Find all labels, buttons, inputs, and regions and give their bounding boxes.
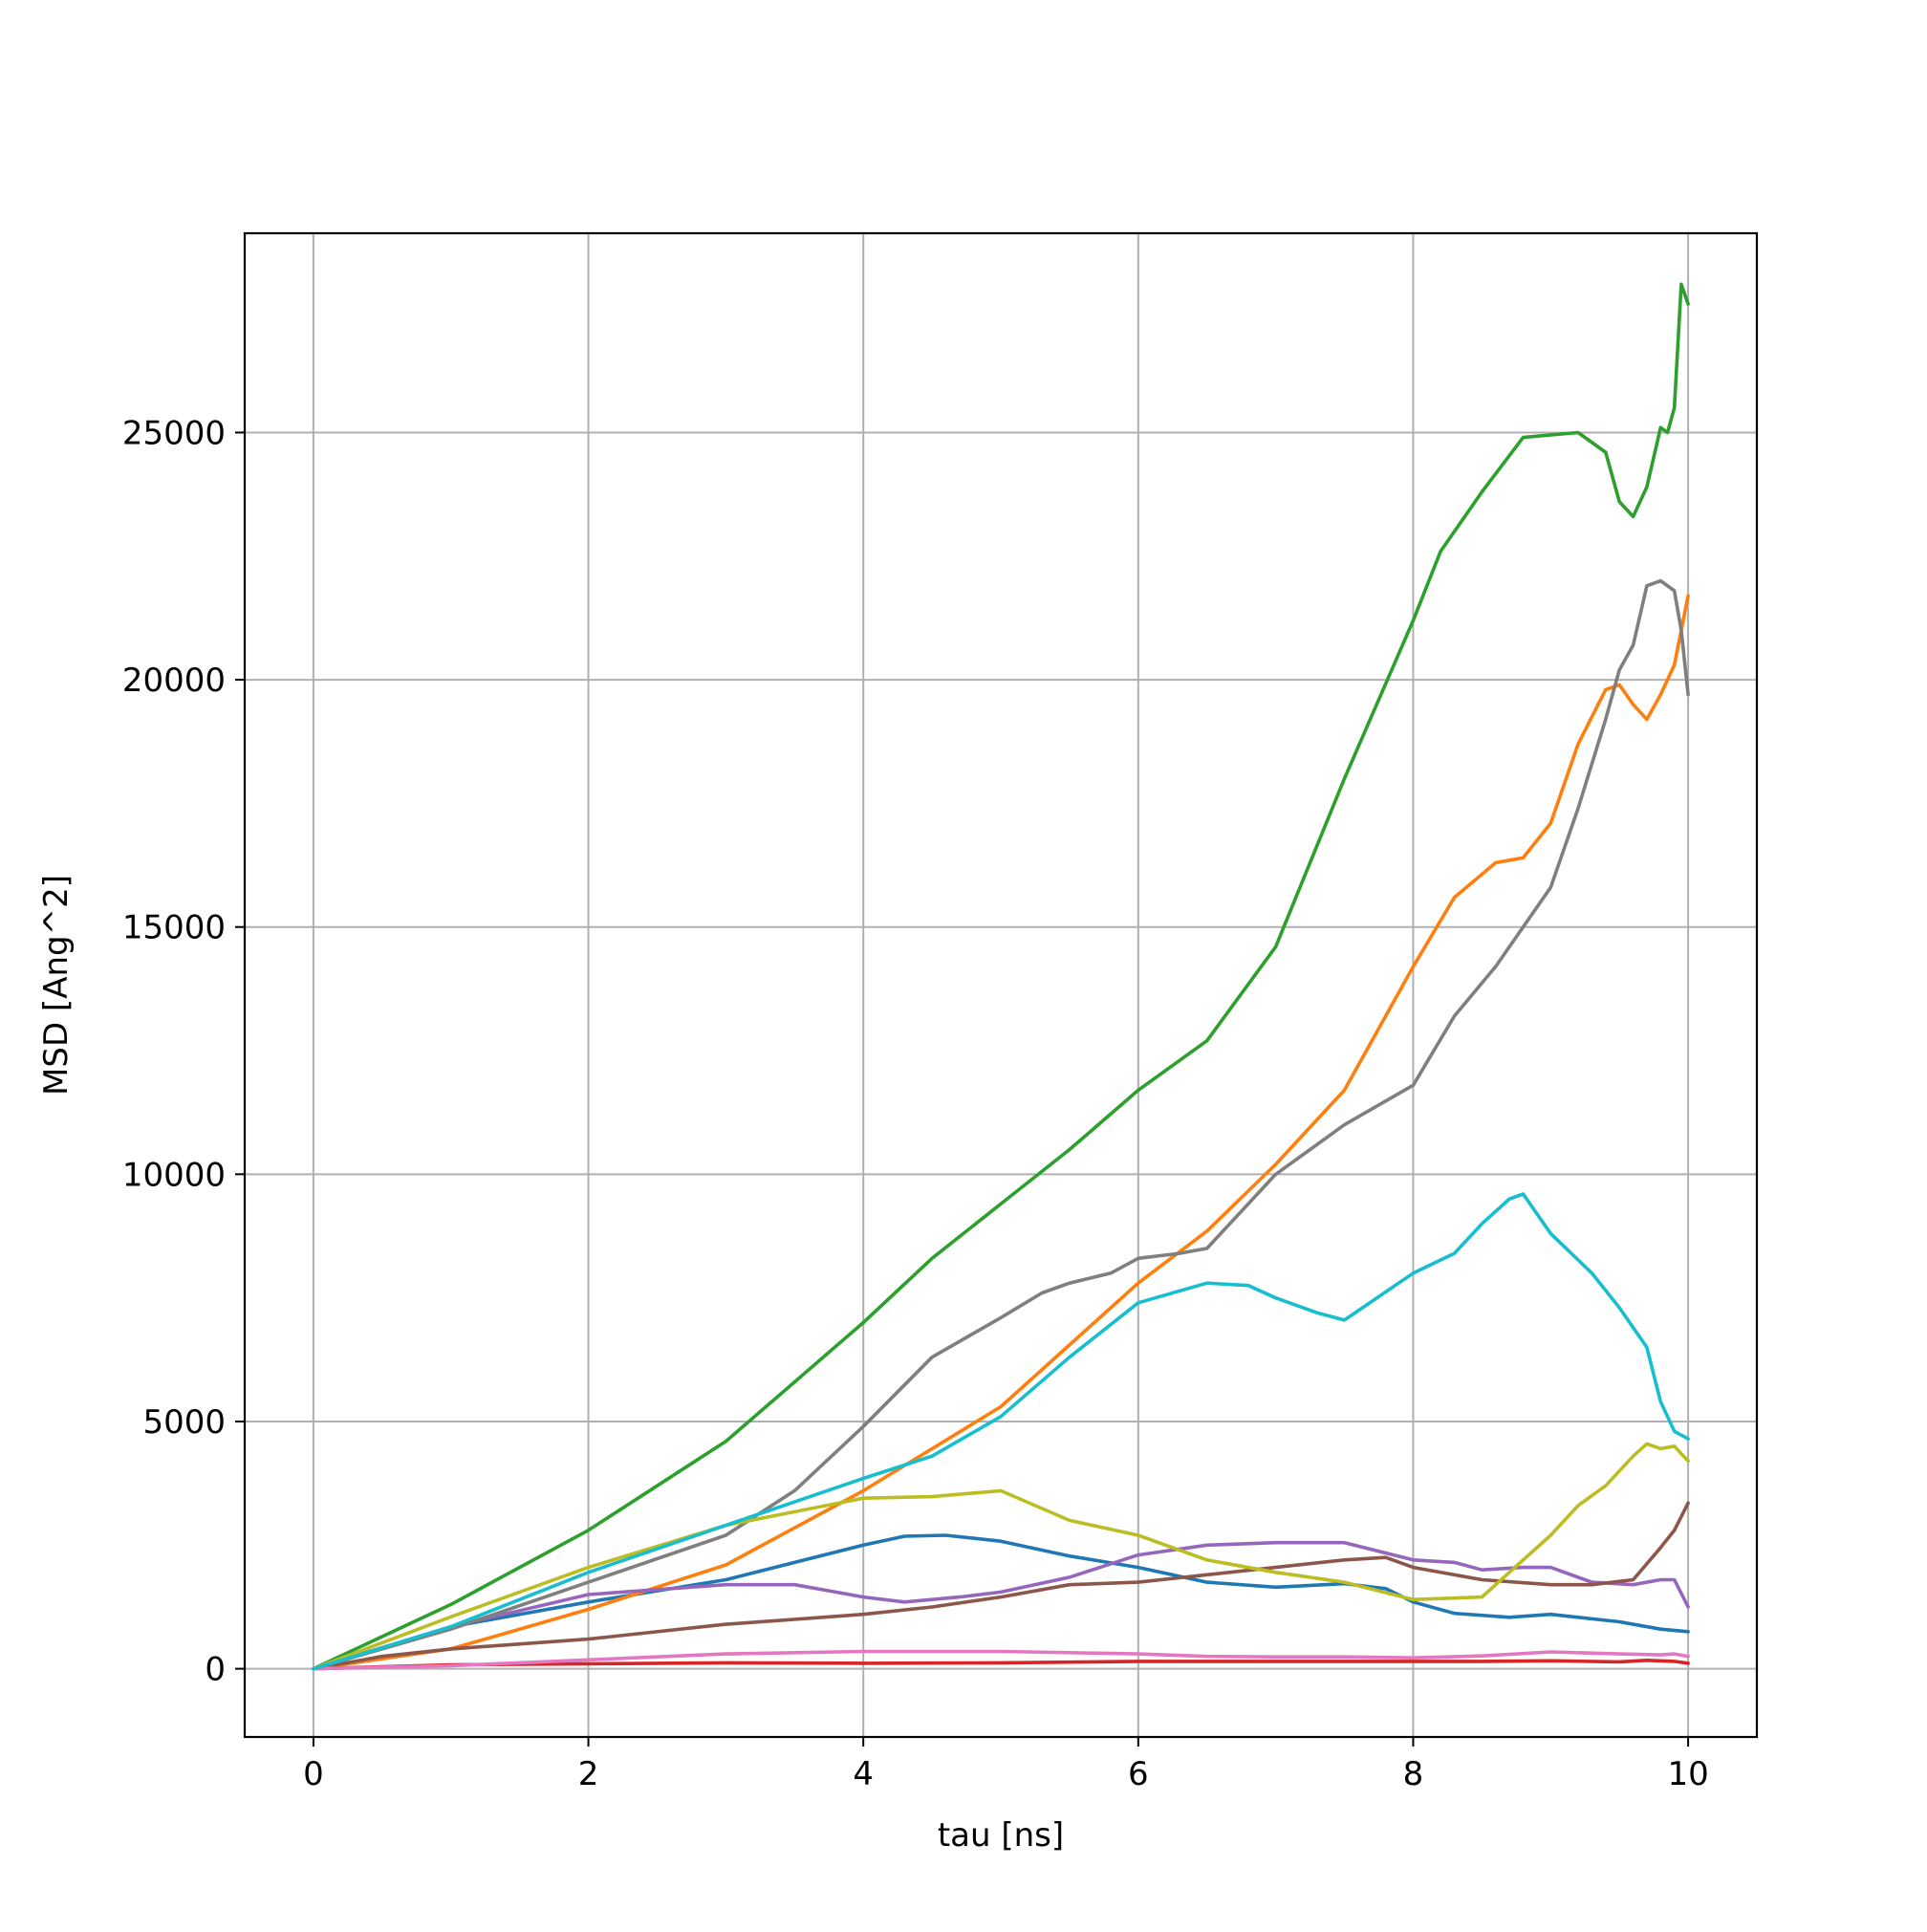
x-tick-label: 0	[303, 1755, 324, 1793]
x-tick-label: 4	[853, 1755, 874, 1793]
y-tick-label: 15000	[122, 909, 226, 947]
grid	[245, 233, 1757, 1737]
series-line-4	[312, 1659, 1690, 1671]
x-tick-label: 8	[1403, 1755, 1424, 1793]
series-line-3	[312, 282, 1690, 1671]
series-line-7	[312, 1649, 1690, 1671]
ticks: 0 2 4 6 8 10 0 5000 10000 15000 20000 25000	[122, 414, 1709, 1793]
series-line-10	[312, 1192, 1690, 1671]
y-tick-label: 25000	[122, 414, 226, 452]
series-line-8	[312, 578, 1690, 1671]
series-line-1	[312, 1533, 1690, 1671]
x-tick-label: 6	[1128, 1755, 1149, 1793]
y-tick-label: 10000	[122, 1156, 226, 1194]
x-tick-label: 2	[578, 1755, 599, 1793]
y-tick-label: 0	[205, 1651, 226, 1689]
series-lines	[312, 282, 1690, 1671]
plot-frame	[243, 231, 1759, 1739]
series-line-2	[312, 594, 1690, 1671]
y-tick-label: 20000	[122, 662, 226, 700]
y-tick-label: 5000	[142, 1403, 226, 1442]
series-line-9	[312, 1442, 1690, 1671]
series-line-6	[312, 1501, 1690, 1671]
x-axis-label: tau [ns]	[938, 1816, 1064, 1855]
x-tick-label: 10	[1667, 1755, 1708, 1793]
y-axis-label: MSD [Ang^2]	[37, 875, 76, 1096]
